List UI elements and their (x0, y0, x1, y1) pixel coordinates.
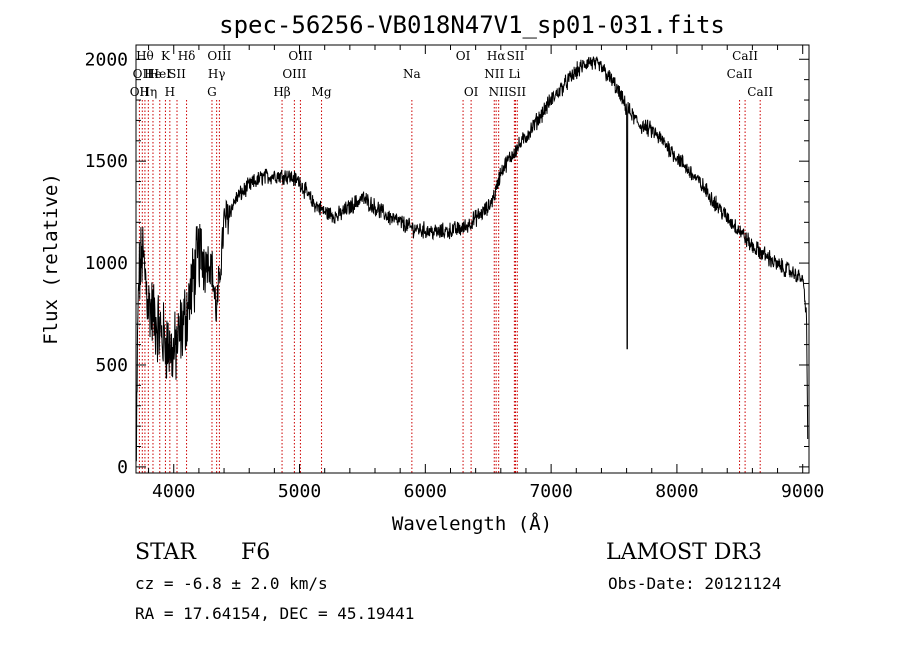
line-marker-label: SII (168, 67, 186, 81)
line-marker-label: Hβ (273, 85, 290, 99)
line-marker-label: Hγ (208, 67, 226, 81)
line-marker-label: CaII (727, 67, 753, 81)
line-marker-label: HeI (149, 67, 172, 81)
survey-name: LAMOST DR3 (606, 540, 762, 565)
line-marker-label: He (144, 67, 162, 81)
line-marker-label: NII (484, 67, 504, 81)
line-marker-label: Hθ (136, 49, 154, 63)
x-tick-label: 5000 (278, 481, 321, 502)
x-tick-label: 8000 (655, 481, 698, 502)
line-marker-label: OIII (288, 49, 312, 63)
axis-ticks-group: 4000 5000 6000 7000 8000 9000 0 500 1000 1500 2000 (85, 45, 824, 502)
line-marker-label: OIII (207, 49, 231, 63)
line-marker-label: OII (133, 67, 153, 81)
line-marker-label: Hδ (178, 49, 196, 63)
observation-date: Obs-Date: 20121124 (608, 574, 781, 593)
redshift-value: cz = -6.8 ± 2.0 km/s (135, 574, 328, 593)
coordinates: RA = 17.64154, DEC = 45.19441 (135, 604, 414, 623)
line-marker-label: OIII (282, 67, 306, 81)
y-tick-label: 1500 (85, 151, 128, 172)
chart-title: spec-56256-VB018N47V1_sp01-031.fits (219, 11, 725, 39)
spectrum-group (135, 56, 809, 462)
line-marker-label: OI (464, 85, 479, 99)
y-tick-label: 2000 (85, 49, 128, 70)
x-tick-label: 4000 (152, 481, 195, 502)
x-axis-label: Wavelength (Å) (392, 512, 552, 535)
line-marker-label: Hη (139, 85, 157, 99)
line-marker-label: Na (403, 67, 421, 81)
y-tick-label: 1000 (85, 253, 128, 274)
x-tick-label: 6000 (404, 481, 447, 502)
line-marker-label: CaII (747, 85, 773, 99)
line-marker-label: OII (130, 85, 150, 99)
line-marker-label: K (161, 49, 171, 63)
y-tick-label: 500 (95, 355, 128, 376)
y-axis-label: Flux (relative) (40, 173, 62, 345)
line-marker-label: CaII (732, 49, 758, 63)
line-marker-label: Mg (312, 85, 332, 99)
line-marker-label: OI (456, 49, 471, 63)
line-marker-label: H (165, 85, 175, 99)
line-marker-label: NII (489, 85, 509, 99)
line-marker-label: SII (508, 85, 526, 99)
spectrum-line (135, 56, 809, 462)
object-class: STAR (135, 540, 197, 565)
line-marker-label: Li (508, 67, 520, 81)
y-tick-label: 0 (117, 457, 128, 478)
line-marker-label: SII (507, 49, 525, 63)
plot-frame (135, 44, 810, 474)
object-subclass: F6 (241, 540, 270, 565)
x-tick-label: 9000 (781, 481, 824, 502)
line-marker-label: G (207, 85, 217, 99)
line-marker-label: Hα (487, 49, 506, 63)
x-tick-label: 7000 (529, 481, 572, 502)
